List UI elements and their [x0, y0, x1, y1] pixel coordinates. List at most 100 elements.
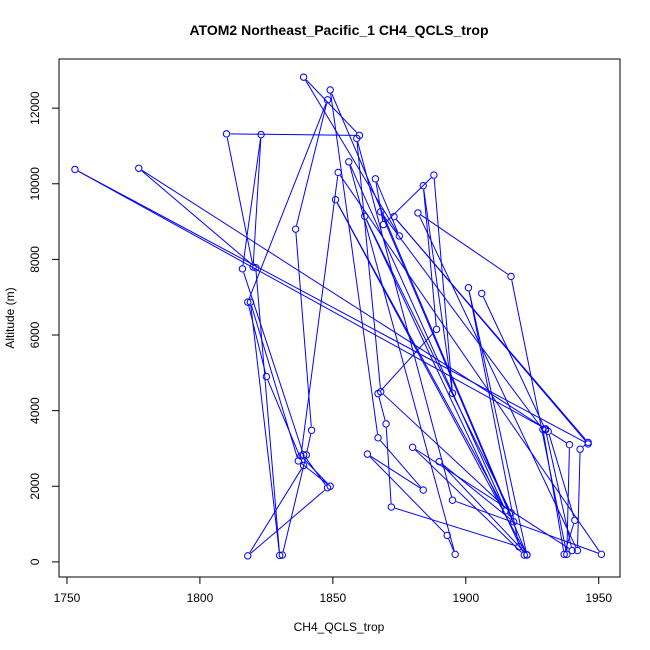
- data-point: [571, 516, 579, 524]
- plot-area: [58, 58, 621, 578]
- series-line-segment: [441, 464, 525, 553]
- data-point: [244, 298, 252, 306]
- series-line-segment: [78, 170, 543, 428]
- series-line-segment: [382, 214, 542, 427]
- data-point: [565, 440, 574, 449]
- series-line-segment: [305, 79, 358, 133]
- data-point: [262, 372, 271, 381]
- series-line-segment: [339, 175, 600, 552]
- series-line-segment: [376, 182, 399, 233]
- series-points: [71, 73, 606, 560]
- series-line-segment: [385, 177, 432, 223]
- series-line-segment: [349, 165, 505, 508]
- series-line-segment: [383, 393, 509, 511]
- series-line-segment: [423, 189, 453, 390]
- data-point: [395, 232, 404, 240]
- data-point: [563, 550, 571, 559]
- series-line-segment: [300, 462, 328, 485]
- x-tick-label: 1950: [585, 591, 612, 605]
- series-line-segment: [349, 165, 455, 551]
- series-line-segment: [248, 103, 327, 299]
- data-point: [419, 181, 427, 190]
- series-line-segment: [300, 176, 339, 453]
- series-line-segment: [482, 296, 545, 427]
- data-point: [275, 551, 284, 560]
- data-point: [507, 509, 515, 517]
- data-point: [387, 503, 396, 511]
- series-line-segment: [566, 448, 570, 551]
- y-tick-label: 12000: [28, 91, 42, 125]
- series-line-segment: [380, 440, 422, 488]
- series-line-segment: [267, 379, 303, 463]
- data-point: [379, 220, 388, 229]
- data-point: [523, 550, 531, 559]
- series-line-segment: [385, 427, 392, 504]
- series-line-segment: [78, 170, 585, 443]
- series-line-segment: [305, 80, 398, 233]
- data-point: [448, 389, 457, 397]
- x-tick-label: 1900: [452, 591, 479, 605]
- series-line-segment: [548, 434, 575, 517]
- data-point: [515, 543, 523, 551]
- series-line-segment: [419, 216, 577, 548]
- data-point: [560, 550, 568, 559]
- series-line-segment: [141, 169, 543, 428]
- data-point: [576, 445, 584, 453]
- data-point: [334, 168, 342, 177]
- chart-title: ATOM2 Northeast_Pacific_1 CH4_QCLS_trop: [189, 22, 488, 38]
- series-line-segment: [357, 141, 453, 497]
- x-axis: 1750 1800 1850 1900 1950: [54, 577, 612, 605]
- data-point: [371, 175, 380, 183]
- series-line-segment: [420, 214, 509, 275]
- data-point: [451, 550, 459, 559]
- y-tick-label: 6000: [28, 321, 42, 348]
- series-line-segment: [378, 397, 386, 421]
- data-point: [299, 461, 308, 470]
- data-point: [390, 212, 398, 221]
- y-axis: 0 2000 4000 6000 8000 10000 12000: [28, 91, 59, 565]
- data-point: [326, 482, 334, 490]
- x-tick-label: 1850: [320, 591, 347, 605]
- series-line-segment: [381, 215, 526, 552]
- data-point: [430, 171, 438, 179]
- data-point: [377, 208, 385, 216]
- data-point: [307, 426, 316, 434]
- series-line-segment: [330, 93, 379, 435]
- series-line-segment: [423, 189, 437, 326]
- data-point: [257, 130, 265, 139]
- data-point: [507, 272, 515, 281]
- y-tick-label: 8000: [28, 246, 42, 273]
- data-point: [414, 209, 422, 217]
- data-point: [520, 551, 528, 559]
- y-tick-label: 0: [28, 558, 42, 565]
- data-point: [331, 195, 340, 204]
- series-line-segment: [455, 501, 598, 554]
- x-tick-label: 1800: [187, 591, 214, 605]
- data-point: [297, 452, 305, 460]
- data-point: [323, 96, 332, 104]
- data-point: [435, 457, 443, 466]
- series-line-segment: [577, 452, 581, 547]
- data-point: [244, 552, 252, 560]
- y-tick-label: 4000: [28, 397, 42, 424]
- series-line-segment: [296, 103, 328, 226]
- data-point: [252, 264, 260, 272]
- data-point: [238, 265, 247, 273]
- data-point: [302, 451, 310, 459]
- data-point: [135, 164, 143, 172]
- series-line-segment: [433, 178, 453, 390]
- data-point: [509, 518, 518, 526]
- series-line-segment: [336, 202, 505, 508]
- series-line-segment: [356, 142, 381, 388]
- x-axis-label: CH4_QCLS_trop: [294, 620, 385, 634]
- data-point: [291, 225, 300, 233]
- series-line-segment: [370, 455, 421, 489]
- series-line-segment: [250, 489, 325, 554]
- series-line-segment: [468, 291, 519, 544]
- data-point: [464, 284, 473, 292]
- series-line-segment: [303, 458, 328, 484]
- data-point: [382, 420, 390, 428]
- data-point: [345, 158, 353, 166]
- data-point: [326, 86, 334, 94]
- data-point: [541, 426, 550, 434]
